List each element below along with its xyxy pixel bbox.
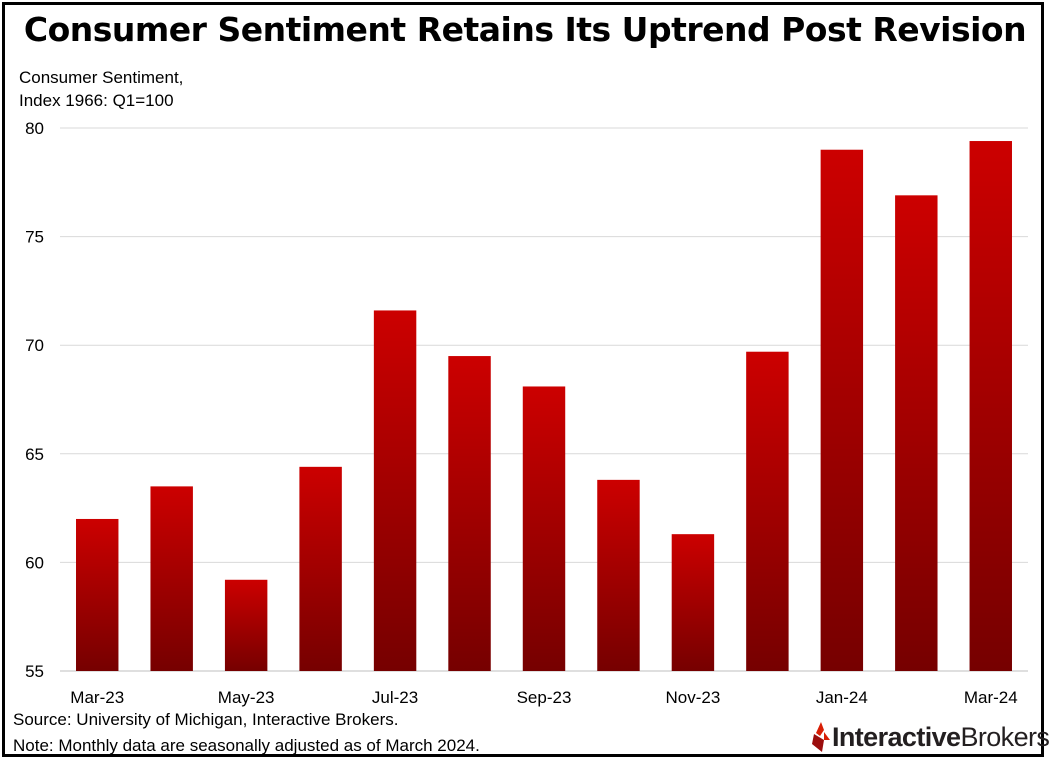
bar-Mar-23 — [76, 518, 119, 671]
x-tick-label: Jul-23 — [372, 688, 418, 707]
y-tick-label: 80 — [25, 119, 44, 138]
bar-Oct-23 — [597, 479, 640, 671]
bar-Jul-23 — [373, 310, 417, 671]
y-tick-labels: 55 60 65 70 75 80 — [25, 119, 44, 681]
y-axis-label-line-1: Consumer Sentiment, — [19, 68, 184, 87]
source-note: Source: University of Michigan, Interact… — [13, 710, 399, 729]
bar-Jun-23 — [299, 466, 342, 671]
interactive-brokers-logo-icon — [812, 722, 830, 752]
x-tick-label: Mar-23 — [70, 688, 124, 707]
bars — [76, 141, 1012, 672]
footnote: Note: Monthly data are seasonally adjust… — [13, 736, 480, 755]
bar-Jan-24 — [820, 149, 864, 672]
bar-Apr-23 — [150, 486, 193, 671]
x-tick-label: May-23 — [218, 688, 275, 707]
y-tick-label: 75 — [25, 228, 44, 247]
bar-May-23 — [224, 579, 268, 671]
bar-Aug-23 — [448, 356, 491, 671]
y-axis-label: Consumer Sentiment, Index 1966: Q1=100 — [19, 66, 183, 112]
x-tick-label: Nov-23 — [666, 688, 721, 707]
bar-Sep-23 — [522, 386, 566, 671]
bar-Mar-24 — [969, 141, 1012, 672]
x-tick-label: Mar-24 — [964, 688, 1018, 707]
bar-Nov-23 — [671, 534, 715, 671]
x-tick-label: Sep-23 — [517, 688, 572, 707]
y-tick-label: 70 — [25, 336, 44, 355]
logo-text-bold: Interactive — [832, 721, 961, 752]
y-tick-label: 55 — [25, 662, 44, 681]
bar-Feb-24 — [895, 195, 938, 671]
x-tick-label: Jan-24 — [816, 688, 868, 707]
x-tick-labels: Mar-23 May-23 Jul-23 Sep-23 Nov-23 Jan-24 Mar-… — [70, 688, 1017, 707]
y-axis-label-line-2: Index 1966: Q1=100 — [19, 91, 174, 110]
y-tick-label: 60 — [25, 553, 44, 572]
chart-title: Consumer Sentiment Retains Its Uptrend P… — [23, 10, 1027, 49]
bar-Dec-23 — [746, 351, 789, 671]
logo-text-regular: Brokers — [960, 721, 1050, 752]
brand-logo: Interactive Brokers — [810, 720, 1050, 754]
y-tick-label: 65 — [25, 445, 44, 464]
